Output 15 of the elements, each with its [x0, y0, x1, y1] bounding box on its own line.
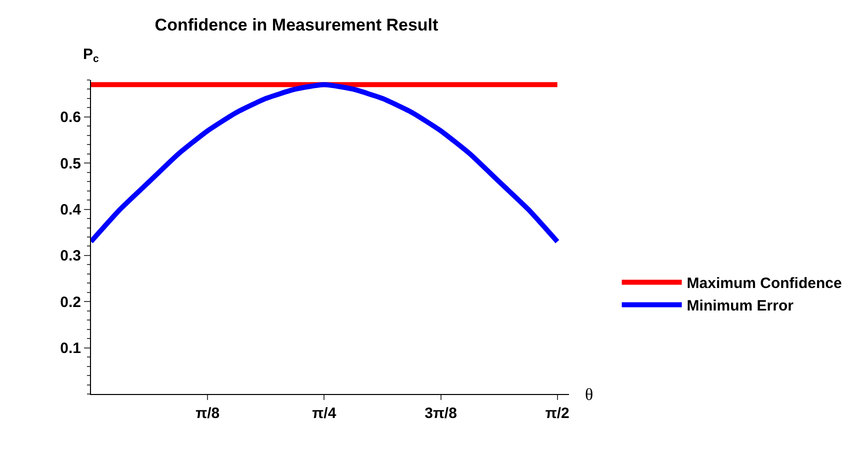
- y-tick-label: 0.1: [60, 340, 81, 358]
- y-tick-label: 0.6: [60, 109, 81, 126]
- y-tick-label: 0.5: [60, 155, 81, 172]
- x-axis-title: θ: [585, 385, 594, 404]
- x-tick-label: π/8: [196, 405, 220, 422]
- legend-label: Minimum Error: [686, 298, 794, 315]
- x-tick-label: π/2: [545, 405, 570, 422]
- x-tick-label: π/4: [312, 405, 337, 422]
- y-tick-label: 0.4: [60, 202, 82, 219]
- y-axis-title: P$_{c}$: [83, 46, 100, 66]
- legend-label: Maximum Confidence: [686, 275, 842, 292]
- x-tick-label: 3π/8: [424, 405, 457, 422]
- y-tick-label: 0.2: [60, 294, 81, 311]
- chart-title: Confidence in Measurement Result: [154, 15, 439, 34]
- y-tick-label: 0.3: [60, 248, 81, 265]
